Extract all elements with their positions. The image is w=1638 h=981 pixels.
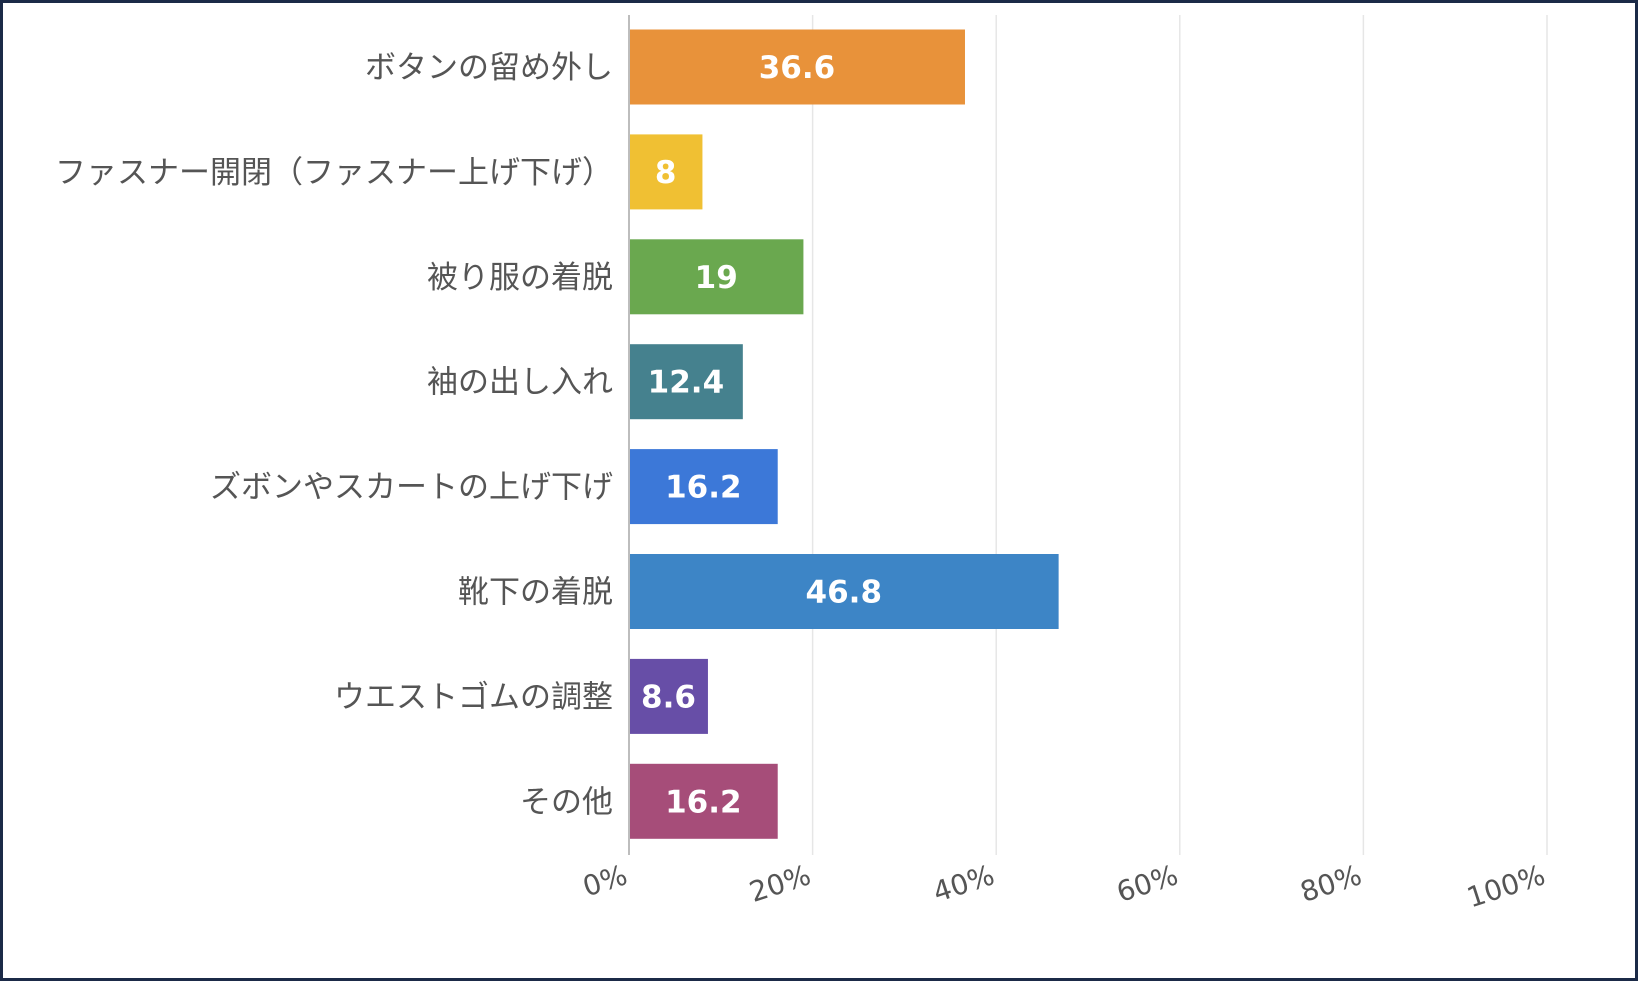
x-tick-label: 100%	[1463, 858, 1549, 914]
bar	[629, 658, 708, 734]
category-label: ズボンやスカートの上げ下げ	[210, 470, 613, 506]
bar	[629, 134, 703, 210]
x-tick-label: 20%	[745, 858, 814, 909]
bar-chart: 36.6 ボタンの留め外し 8 ファスナー開閉（ファスナー上げ下げ） 19 被り服の着脱 1…	[55, 15, 1549, 914]
data-label: 8.6	[641, 679, 696, 715]
bar	[629, 763, 778, 839]
bar	[629, 239, 804, 315]
category-label: ファスナー開閉（ファスナー上げ下げ）	[55, 155, 613, 191]
category-label: ウエストゴムの調整	[334, 679, 613, 715]
category-label: その他	[520, 784, 613, 820]
x-tick-label: 80%	[1296, 858, 1365, 909]
x-tick-label: 0%	[579, 858, 631, 903]
bar	[629, 449, 778, 525]
bar	[629, 344, 743, 420]
bar	[629, 29, 965, 105]
category-label: 靴下の着脱	[458, 575, 613, 611]
data-label: 36.6	[759, 50, 836, 86]
category-label: 被り服の着脱	[427, 260, 613, 296]
bar	[629, 554, 1059, 629]
data-label: 16.2	[665, 470, 742, 506]
category-label: ボタンの留め外し	[365, 50, 613, 86]
x-tick-label: 60%	[1113, 858, 1182, 909]
data-label: 46.8	[806, 575, 883, 611]
data-label: 19	[695, 260, 738, 296]
data-label: 16.2	[665, 784, 742, 820]
data-label: 12.4	[648, 365, 725, 401]
x-tick-label: 40%	[929, 858, 998, 909]
category-label: 袖の出し入れ	[427, 365, 613, 401]
data-label: 8	[655, 155, 677, 191]
